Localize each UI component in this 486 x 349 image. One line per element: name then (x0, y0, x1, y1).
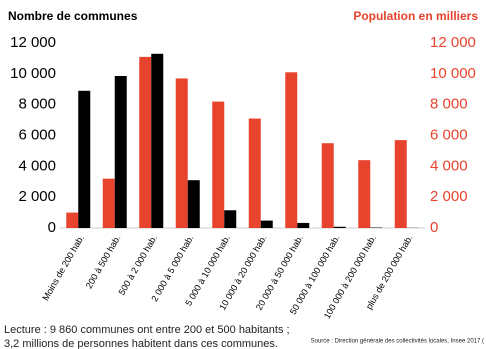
bar (102, 178, 115, 228)
bar (212, 101, 225, 228)
y2-axis-title: Population en milliers (353, 9, 478, 23)
note: Lecture : 9 860 communes ont entre 200 e… (4, 324, 290, 336)
y2-tick-label: 10 000 (430, 65, 476, 82)
y-tick-label: 4 000 (18, 157, 56, 174)
bar (139, 56, 152, 228)
x-tick-label: 200 à 500 hab. (84, 233, 123, 290)
bar (297, 222, 310, 228)
bar (78, 90, 91, 229)
bar (175, 78, 188, 228)
bar (114, 75, 127, 228)
y2-tick-label: 8 000 (430, 96, 468, 113)
bar (151, 53, 164, 228)
bar (285, 72, 298, 229)
x-tick-label: 500 à 2 000 hab. (117, 233, 159, 297)
source: Source : Direction générale des collecti… (311, 339, 484, 345)
y-tick-label: 6 000 (18, 126, 56, 143)
bar (321, 143, 334, 228)
bar (260, 220, 273, 228)
bar (224, 210, 237, 228)
y2-tick-label: 12 000 (430, 34, 476, 51)
bar (248, 118, 261, 228)
y-tick-label: 0 (48, 219, 56, 236)
note: 3,2 millions de personnes habitent dans … (4, 338, 278, 349)
y-tick-label: 8 000 (18, 96, 56, 113)
bar (358, 160, 371, 228)
bar (187, 180, 200, 228)
y-tick-label: 10 000 (10, 65, 56, 82)
y-tick-label: 12 000 (10, 34, 56, 51)
y2-tick-label: 2 000 (430, 188, 468, 205)
y2-tick-label: 4 000 (430, 157, 468, 174)
bar (394, 140, 407, 228)
x-tick-label: Moins de 200 hab. (40, 233, 86, 302)
y2-tick-label: 6 000 (430, 126, 468, 143)
y-axis-title: Nombre de communes (8, 9, 138, 23)
y-tick-label: 2 000 (18, 188, 56, 205)
bar (66, 212, 79, 228)
y2-tick-label: 0 (430, 219, 438, 236)
bar (333, 226, 346, 228)
